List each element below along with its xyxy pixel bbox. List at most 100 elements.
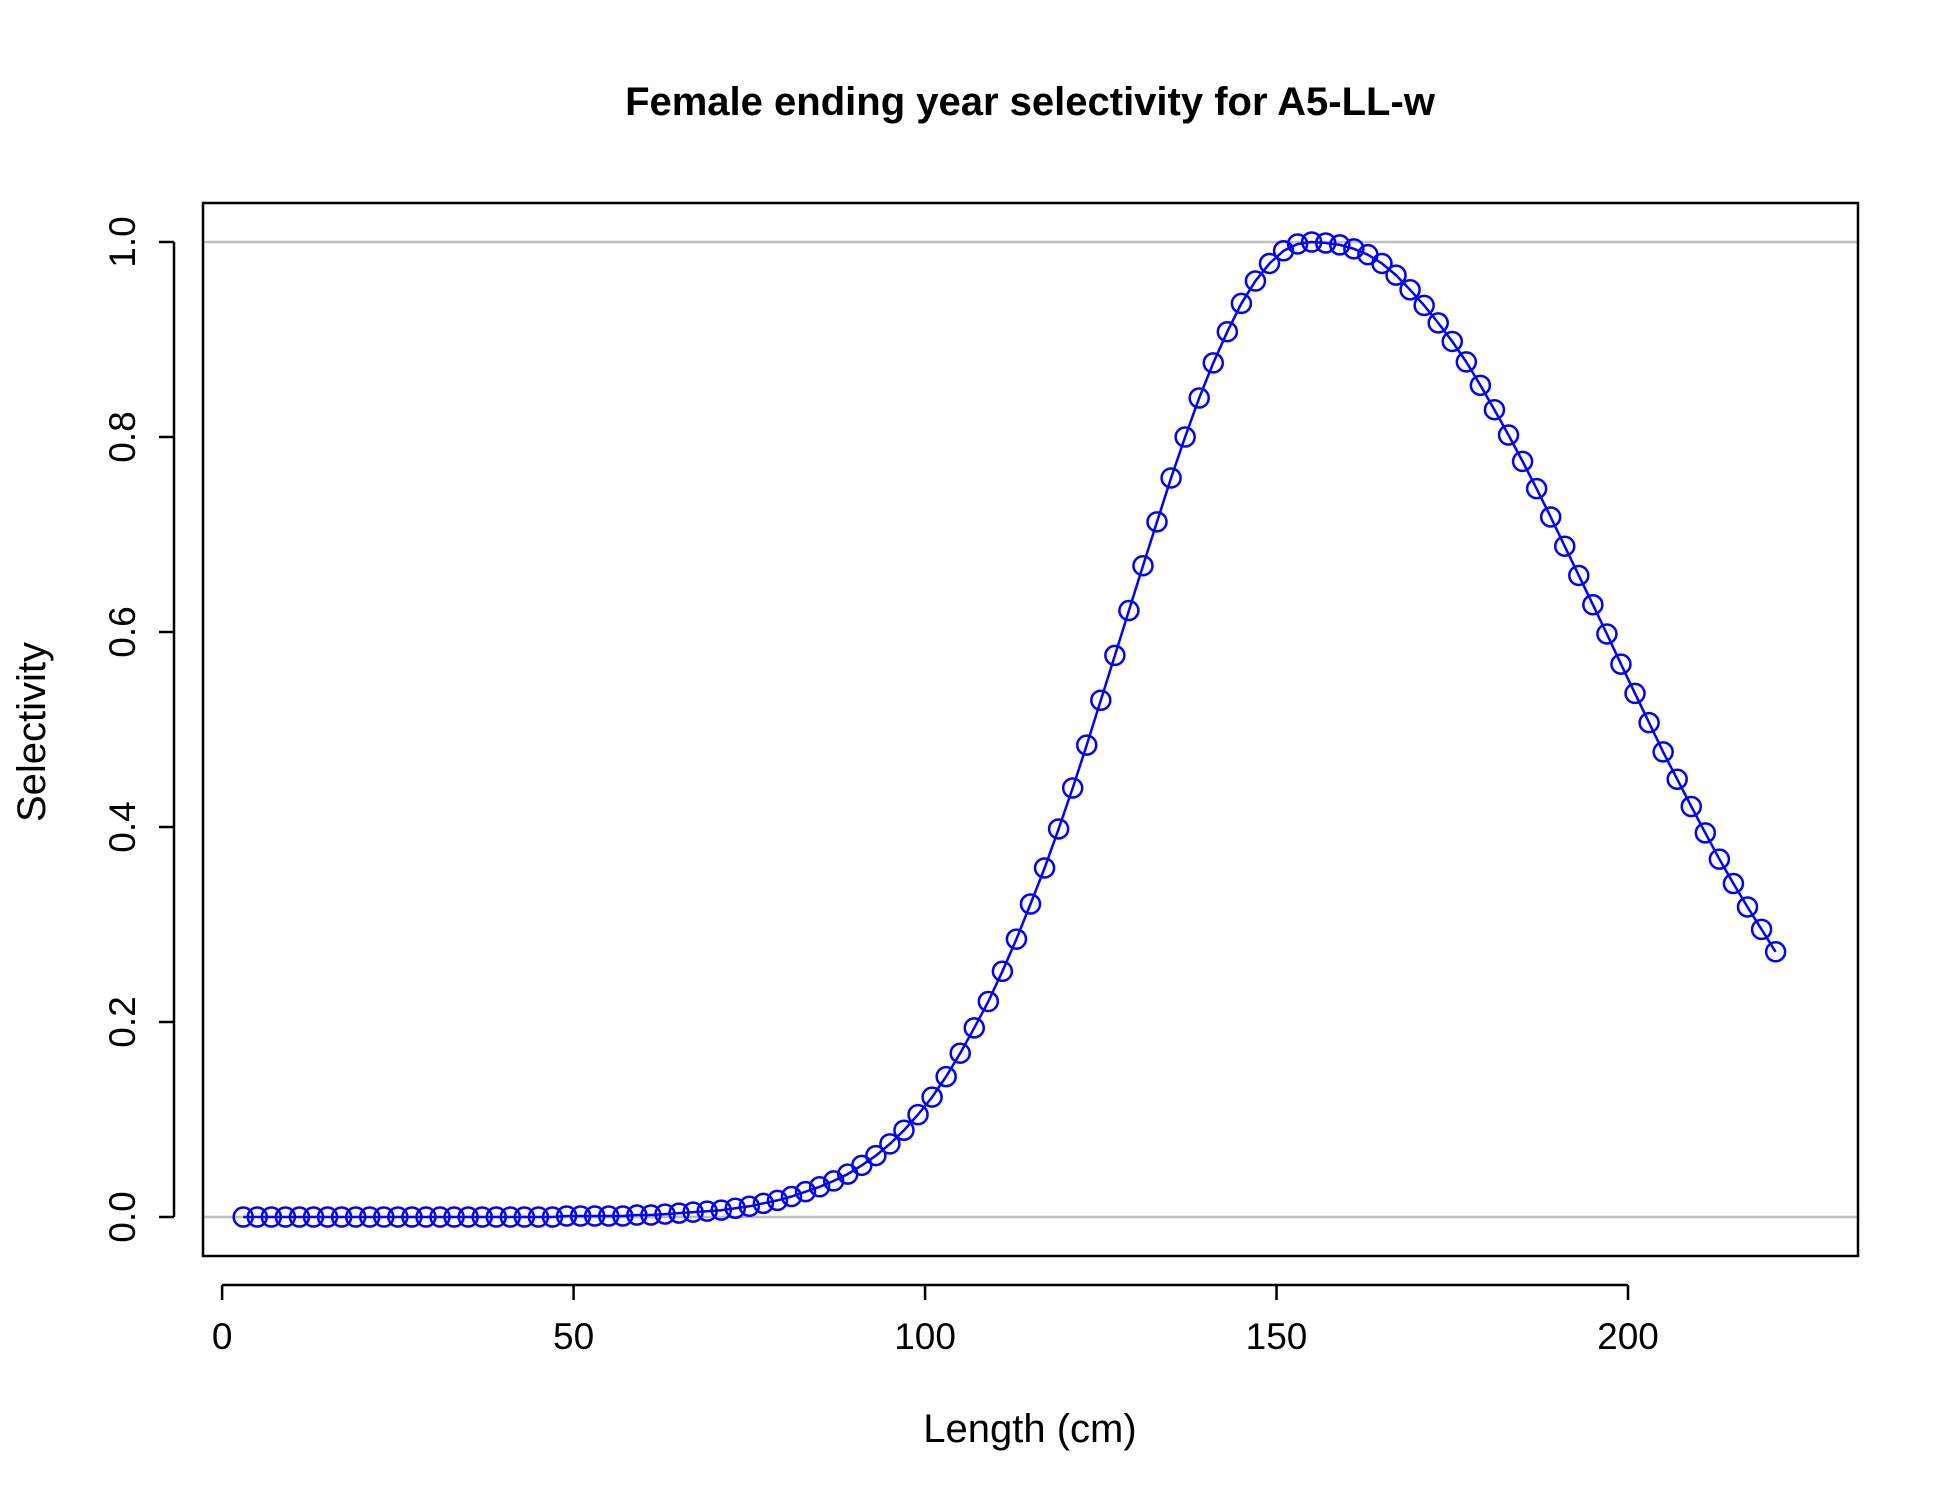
data-point [612,1205,634,1227]
data-point [1680,795,1703,818]
data-point [1174,426,1196,448]
data-point [949,1042,971,1064]
data-point [1132,554,1154,577]
data-point [541,1206,564,1228]
data-point [1216,320,1239,343]
data-point [373,1206,395,1228]
plot-layer: 0 50 100 150 200 0.0 0.2 0.4 0.6 0.8 1.0 [102,201,1860,1357]
data-point [1230,292,1253,315]
data-point [513,1206,536,1228]
data-point [316,1206,339,1228]
data-point [246,1206,269,1228]
data-point [274,1206,297,1228]
data-point [1202,352,1225,374]
data-point [626,1204,648,1226]
data-point [738,1195,761,1218]
data-point [1568,564,1590,587]
data-point [1441,330,1464,353]
data-point [1413,294,1435,317]
data-point [260,1206,283,1228]
data-point [1047,818,1070,840]
data-point [415,1206,437,1228]
data-point [387,1206,409,1228]
y-tick-label: 0.0 [102,1191,143,1242]
data-point [1314,232,1337,254]
data-point [1736,896,1759,918]
data-point [1005,928,1028,950]
data-point [288,1206,311,1228]
data-point [1146,511,1168,533]
data-point [1455,351,1478,373]
data-point [1722,872,1745,895]
x-axis-label: Length (cm) [923,1407,1136,1451]
data-point [654,1203,676,1225]
data-point [696,1200,718,1222]
data-point [879,1133,901,1155]
data-point [1469,374,1492,397]
series-line [243,240,1777,1219]
data-point [443,1206,465,1228]
data-point [344,1206,367,1228]
data-point [808,1176,831,1198]
data-point [1708,848,1731,870]
data-point [1343,238,1365,260]
data-point [1750,918,1773,941]
data-point [1624,682,1646,705]
data-point [485,1206,508,1228]
data-point [1019,893,1042,915]
x-tick-label: 0 [212,1316,233,1357]
data-point [1666,768,1688,790]
data-point [991,960,1014,983]
data-point [1483,398,1506,421]
data-point [1638,711,1660,734]
data-point [1582,593,1604,616]
data-point [597,1205,620,1227]
data-point [921,1086,943,1108]
data-point [1104,644,1126,667]
data-point [963,1017,986,1039]
data-point [1371,252,1393,275]
data-point [710,1199,732,1221]
data-point [1427,312,1449,334]
y-tick-label: 0.8 [102,411,143,462]
data-point [865,1144,887,1167]
data-point [1272,240,1295,262]
data-point [1118,599,1140,622]
x-tick-label: 150 [1246,1316,1308,1357]
data-point [682,1201,704,1223]
data-point [1033,857,1056,879]
data-point [471,1206,493,1228]
x-tick-label: 100 [894,1316,956,1357]
x-tick-label: 200 [1597,1316,1659,1357]
data-point [1329,234,1351,256]
data-point [583,1205,606,1227]
data-point [232,1206,254,1228]
data-point [1090,689,1112,711]
data-point [499,1206,522,1228]
data-point [302,1206,325,1228]
y-tick-label: 0.6 [102,606,143,657]
data-point [1511,450,1534,473]
data-point [1300,231,1323,253]
data-point [1188,387,1210,409]
data-point [1553,535,1576,557]
data-point [1258,252,1281,275]
x-tick-label: 50 [553,1316,594,1357]
data-point [555,1205,578,1227]
data-point [1244,270,1267,292]
data-point [893,1119,915,1141]
data-point [977,990,1000,1013]
y-axis-label: Selectivity [10,642,54,822]
data-point [1286,233,1309,255]
data-point [668,1202,690,1224]
data-point [851,1154,873,1177]
data-point [935,1065,957,1088]
y-tick-label: 0.2 [102,996,143,1047]
data-point [1497,424,1520,446]
data-point [780,1185,803,1208]
chart-title: Female ending year selectivity for A5-LL… [625,80,1436,124]
data-point [1652,741,1674,763]
y-tick-label: 1.0 [102,216,143,267]
plot-frame [201,201,1860,1258]
data-point [1694,822,1717,844]
